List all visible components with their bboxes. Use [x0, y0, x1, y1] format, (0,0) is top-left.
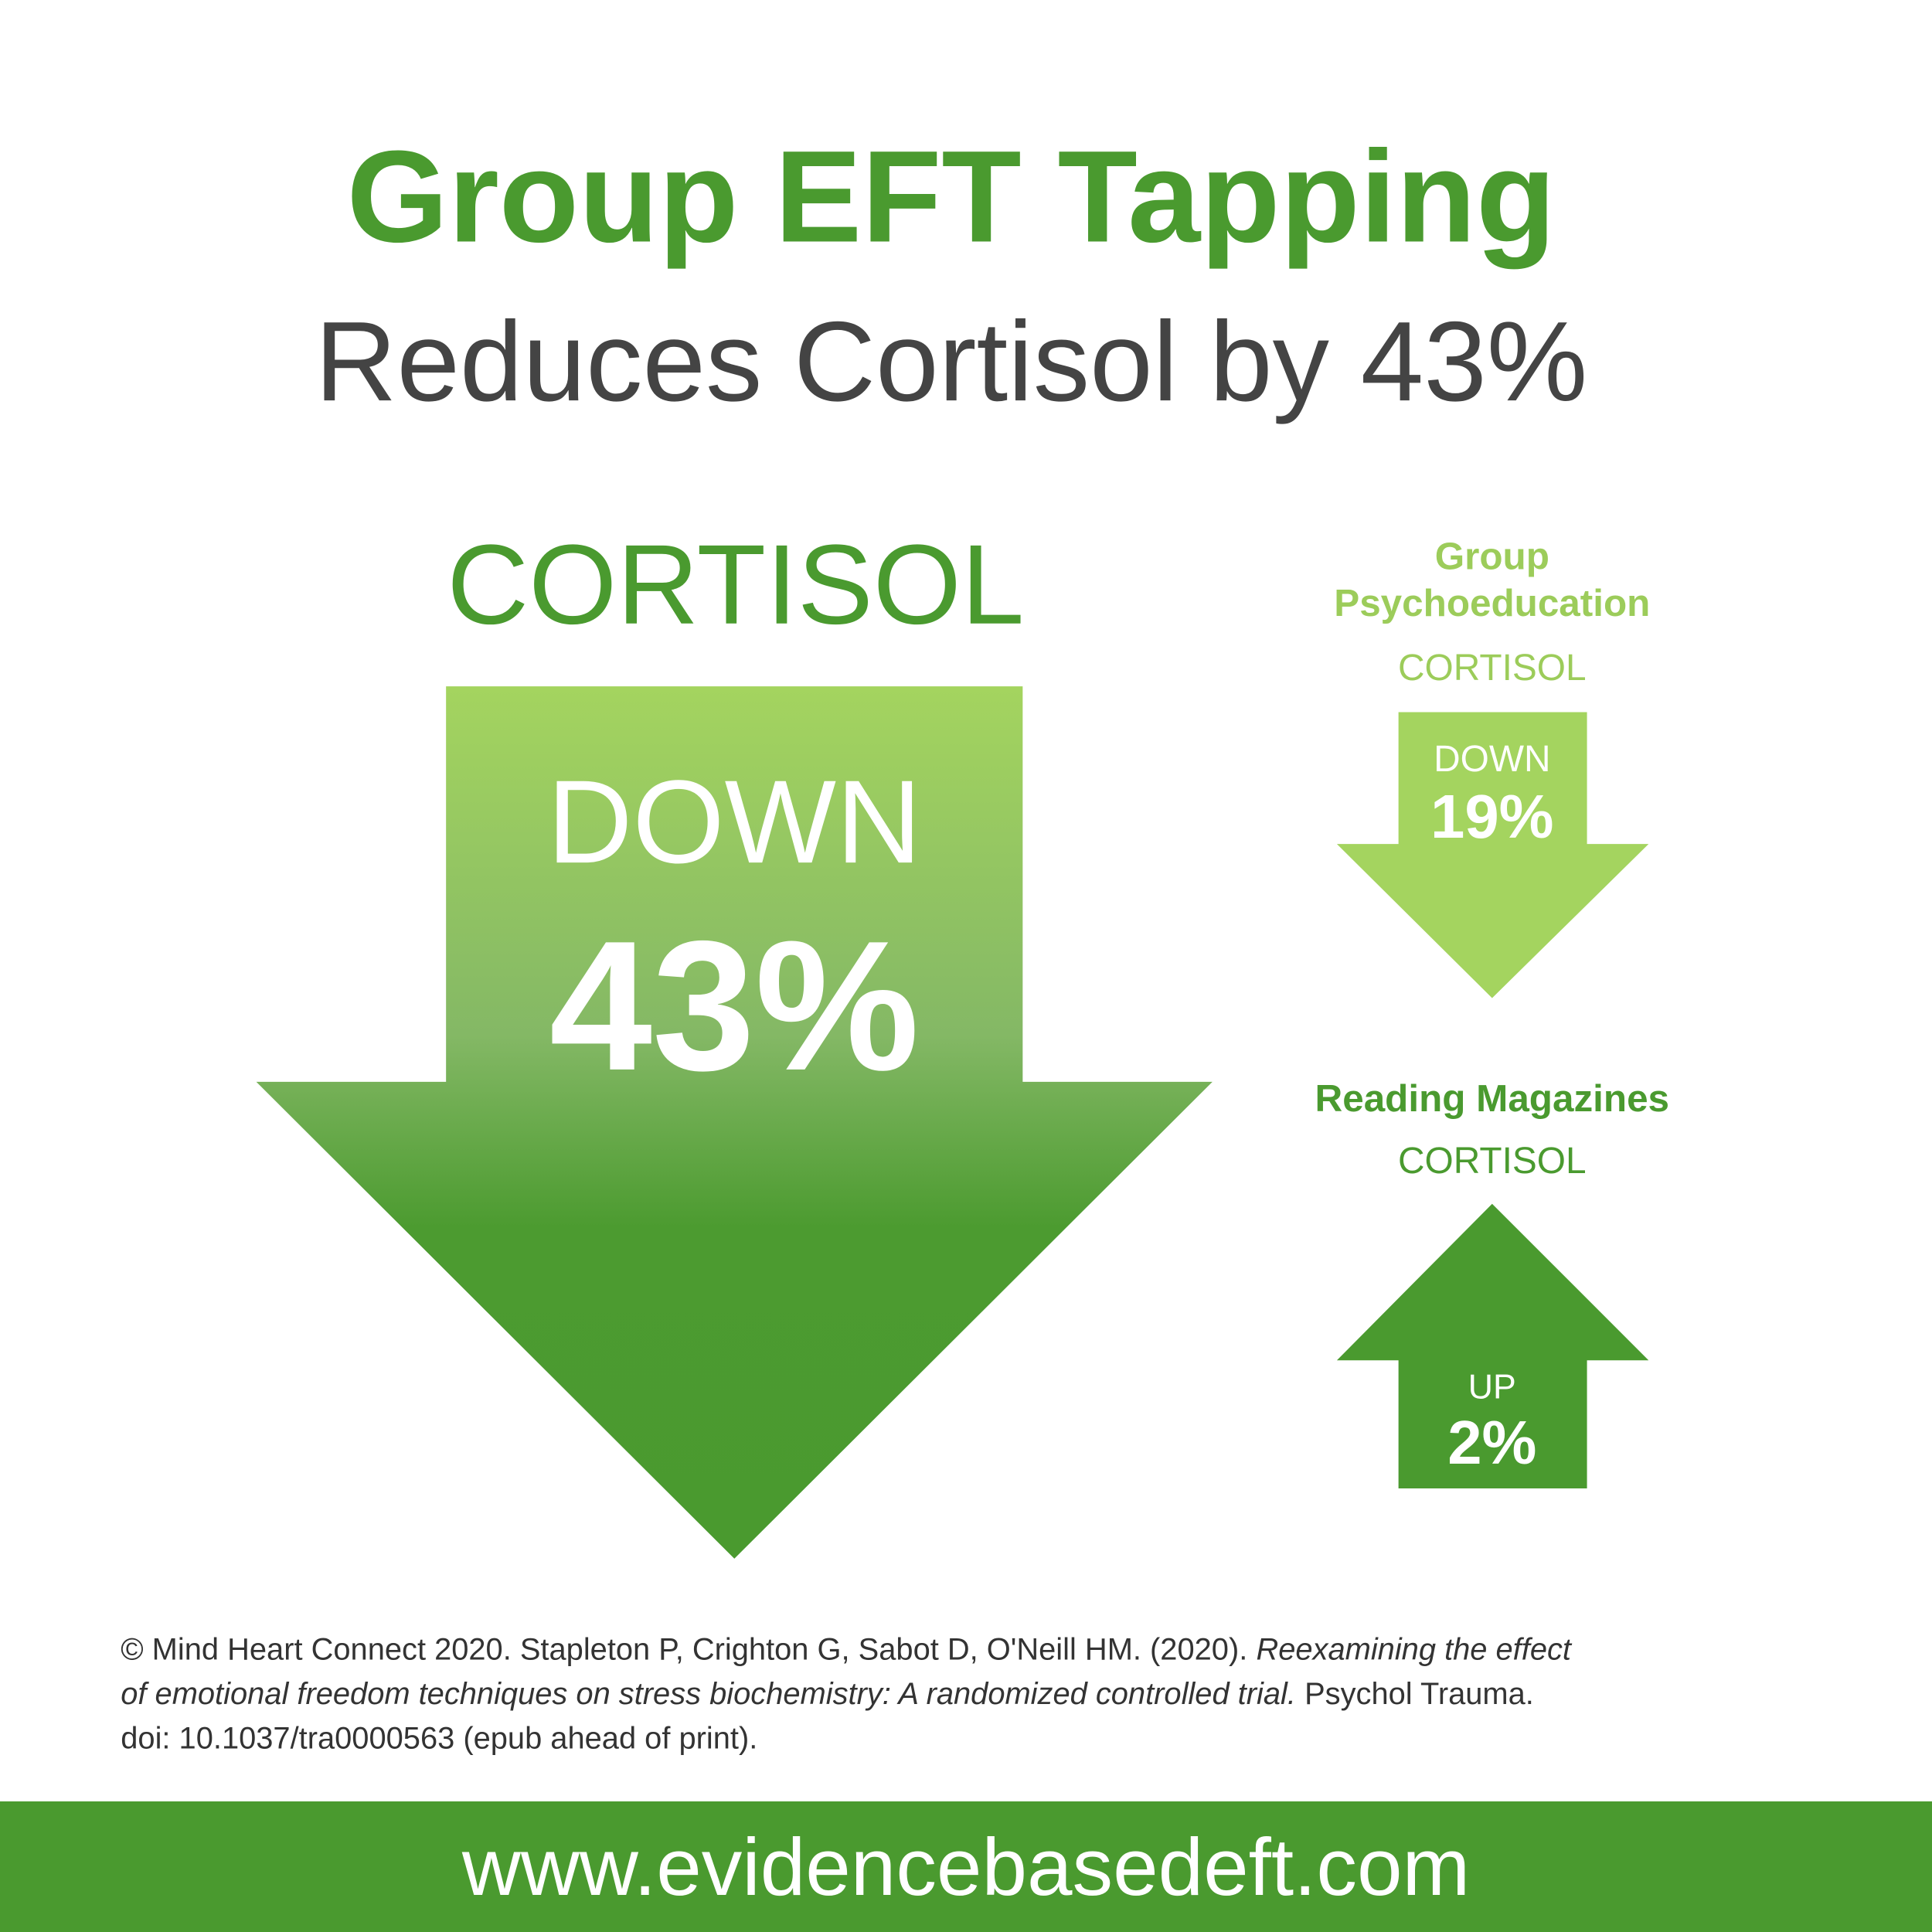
small-up-arrow [1336, 1203, 1649, 1489]
comparison-name: Group [1435, 536, 1549, 578]
comparison-name: Psychoeducation [1334, 582, 1650, 624]
citation-title: Reexamining the effect [1256, 1633, 1572, 1667]
title: Group EFT Tapping [347, 124, 1556, 270]
citation-line: © Mind Heart Connect 2020. Stapleton P, … [121, 1633, 1573, 1667]
citation-title: of emotional freedom techniques on stres… [121, 1677, 1296, 1711]
citation-line: doi: 10.1037/tra0000563 (epub ahead of p… [121, 1721, 757, 1755]
footer-url: www.evidencebasedeft.com [461, 1822, 1470, 1913]
comparison-direction: DOWN [1434, 739, 1550, 780]
comparison-value: 2% [1447, 1408, 1536, 1477]
citation-line: of emotional freedom techniques on stres… [121, 1677, 1534, 1711]
main-direction: DOWN [547, 756, 922, 888]
comparison-name: Reading Magazines [1315, 1077, 1669, 1120]
big-down-arrow [256, 686, 1213, 1559]
comparison-direction: UP [1468, 1369, 1516, 1406]
citation-text: Psychol Trauma. [1304, 1677, 1534, 1711]
citation-text: doi: 10.1037/tra0000563 (epub ahead of p… [121, 1721, 757, 1755]
comparison-label: CORTISOL [1398, 648, 1587, 689]
citation-text: © Mind Heart Connect 2020. Stapleton P, … [121, 1633, 1247, 1667]
main-value: 43% [549, 903, 920, 1109]
small-down-arrow [1336, 712, 1649, 998]
comparison-label: CORTISOL [1398, 1141, 1587, 1182]
subtitle: Reduces Cortisol by 43% [315, 298, 1587, 425]
comparison-value: 19% [1430, 782, 1554, 851]
footer-bar [0, 1801, 1932, 1932]
citation: © Mind Heart Connect 2020. Stapleton P, … [121, 1633, 1573, 1756]
main-label: CORTISOL [447, 522, 1024, 648]
